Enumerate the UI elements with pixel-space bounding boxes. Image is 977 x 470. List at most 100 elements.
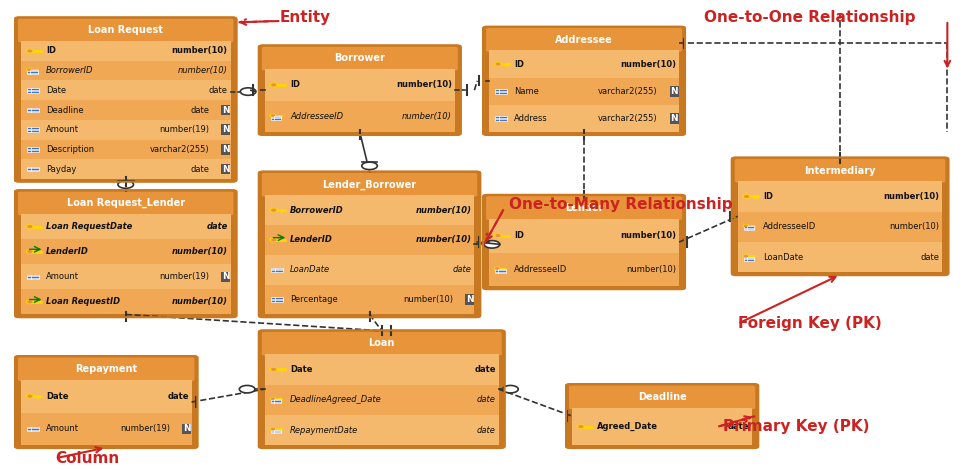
Text: LenderID: LenderID: [290, 235, 332, 244]
Text: Date: Date: [46, 392, 68, 401]
Text: number(10): number(10): [619, 60, 675, 69]
Text: date: date: [190, 164, 209, 173]
Text: BorrowerID: BorrowerID: [290, 206, 344, 215]
Circle shape: [494, 234, 501, 237]
FancyBboxPatch shape: [488, 252, 678, 286]
FancyBboxPatch shape: [265, 285, 474, 314]
Circle shape: [26, 225, 33, 228]
Circle shape: [27, 69, 30, 70]
Text: N: N: [222, 272, 230, 281]
Text: Amount: Amount: [46, 272, 79, 281]
Text: number(10): number(10): [889, 222, 939, 231]
FancyBboxPatch shape: [271, 298, 282, 302]
Circle shape: [502, 385, 518, 393]
Text: Loan Request: Loan Request: [88, 25, 163, 35]
FancyBboxPatch shape: [26, 427, 39, 431]
Circle shape: [28, 251, 32, 252]
Text: Amount: Amount: [46, 125, 79, 134]
Text: Address: Address: [514, 114, 547, 123]
FancyBboxPatch shape: [730, 157, 949, 275]
FancyBboxPatch shape: [494, 89, 507, 94]
FancyBboxPatch shape: [26, 70, 38, 74]
Text: N: N: [222, 145, 230, 154]
Text: varchar2(255): varchar2(255): [149, 145, 209, 154]
Text: One-to-Many Relationship: One-to-Many Relationship: [508, 197, 732, 212]
Text: date: date: [452, 265, 471, 274]
Text: Primary Key (PK): Primary Key (PK): [722, 419, 869, 434]
FancyBboxPatch shape: [494, 117, 507, 121]
Text: Lender_Borrower: Lender_Borrower: [322, 180, 416, 190]
FancyBboxPatch shape: [26, 274, 39, 279]
Text: ID: ID: [514, 231, 524, 240]
FancyBboxPatch shape: [18, 192, 234, 215]
Circle shape: [272, 84, 276, 86]
Text: number(10): number(10): [403, 295, 452, 304]
FancyBboxPatch shape: [258, 330, 505, 448]
Text: date: date: [919, 253, 939, 262]
Circle shape: [272, 429, 275, 430]
FancyBboxPatch shape: [486, 28, 681, 52]
Text: N: N: [183, 424, 191, 433]
Text: ID: ID: [762, 192, 772, 201]
FancyBboxPatch shape: [21, 100, 231, 120]
Text: Date: Date: [46, 86, 66, 95]
FancyBboxPatch shape: [21, 290, 231, 314]
Text: number(19): number(19): [159, 125, 209, 134]
Text: date: date: [208, 86, 228, 95]
FancyBboxPatch shape: [737, 212, 942, 242]
Text: number(10): number(10): [619, 231, 675, 240]
Text: Entity: Entity: [279, 10, 330, 25]
Text: RepaymentDate: RepaymentDate: [290, 425, 358, 435]
Text: number(10): number(10): [625, 265, 675, 274]
FancyBboxPatch shape: [737, 181, 942, 273]
Text: Payday: Payday: [46, 164, 76, 173]
FancyBboxPatch shape: [26, 127, 39, 132]
Text: Addressee: Addressee: [555, 35, 613, 45]
Circle shape: [743, 256, 746, 257]
Text: LenderID: LenderID: [46, 247, 89, 256]
Text: date: date: [167, 392, 189, 401]
FancyBboxPatch shape: [18, 357, 194, 381]
Text: date: date: [477, 425, 495, 435]
Circle shape: [270, 114, 276, 117]
Circle shape: [743, 196, 747, 197]
FancyBboxPatch shape: [265, 196, 474, 314]
Circle shape: [495, 235, 499, 236]
FancyBboxPatch shape: [265, 225, 474, 255]
Text: number(19): number(19): [120, 424, 170, 433]
Circle shape: [28, 226, 32, 227]
Text: Percentage: Percentage: [290, 295, 337, 304]
FancyBboxPatch shape: [265, 69, 454, 132]
Text: Intermediary: Intermediary: [803, 165, 875, 175]
FancyBboxPatch shape: [488, 78, 678, 105]
FancyBboxPatch shape: [488, 50, 678, 132]
Circle shape: [270, 238, 276, 242]
FancyBboxPatch shape: [572, 408, 751, 445]
Circle shape: [28, 50, 32, 52]
Text: Borrower: Borrower: [334, 54, 385, 63]
Circle shape: [494, 63, 501, 66]
Text: ID: ID: [46, 47, 57, 55]
FancyBboxPatch shape: [21, 239, 231, 264]
Text: Foreign Key (PK): Foreign Key (PK): [737, 316, 880, 331]
Text: ID: ID: [290, 80, 300, 89]
Circle shape: [272, 368, 276, 370]
Circle shape: [239, 385, 255, 393]
FancyBboxPatch shape: [14, 190, 237, 318]
Circle shape: [26, 394, 33, 398]
FancyBboxPatch shape: [21, 380, 191, 445]
Circle shape: [118, 181, 134, 188]
Text: Deadline: Deadline: [637, 392, 686, 402]
Text: N: N: [222, 106, 230, 115]
FancyBboxPatch shape: [26, 108, 39, 112]
FancyBboxPatch shape: [21, 214, 231, 314]
Text: number(10): number(10): [396, 80, 451, 89]
Text: ID: ID: [514, 60, 524, 69]
FancyBboxPatch shape: [482, 195, 685, 290]
FancyBboxPatch shape: [488, 219, 678, 286]
Circle shape: [270, 368, 276, 371]
Text: number(10): number(10): [882, 192, 939, 201]
Text: date: date: [474, 365, 495, 374]
Text: Lender: Lender: [565, 203, 603, 213]
Text: date: date: [477, 395, 495, 404]
